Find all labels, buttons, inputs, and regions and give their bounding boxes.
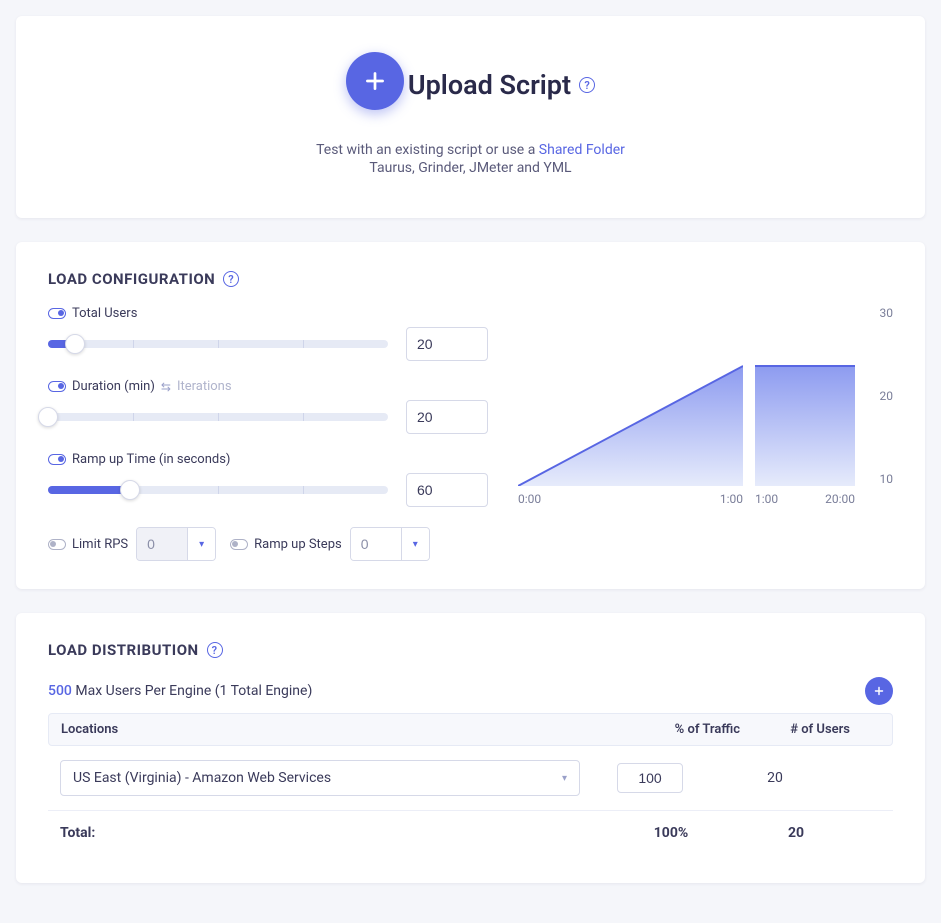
max-users-text: 500 Max Users Per Engine (1 Total Engine… [48, 683, 312, 699]
distribution-row: US East (Virginia) - Amazon Web Services… [48, 746, 893, 810]
chart-y-2: 10 [867, 472, 893, 486]
col-locations: Locations [61, 722, 600, 737]
rampup-label: Ramp up Time (in seconds) [72, 452, 230, 467]
duration-toggle[interactable] [48, 381, 66, 392]
chevron-down-icon[interactable]: ▾ [187, 528, 215, 560]
plus-icon [362, 68, 388, 94]
ramp-steps-toggle[interactable] [230, 539, 248, 550]
upload-subtitle: Test with an existing script or use a Sh… [48, 142, 893, 158]
duration-slider[interactable] [48, 413, 388, 421]
iterations-label[interactable]: Iterations [177, 379, 232, 394]
total-users-toggle[interactable] [48, 308, 66, 319]
help-icon[interactable]: ? [579, 77, 595, 93]
chart-x-0: 0:00 [518, 492, 541, 506]
add-location-button[interactable] [865, 677, 893, 705]
distribution-title: LOAD DISTRIBUTION [48, 641, 199, 659]
total-traffic: 100% [601, 825, 741, 841]
total-users-label: Total Users [72, 306, 137, 321]
rampup-input[interactable] [406, 473, 488, 507]
load-config-title: LOAD CONFIGURATION [48, 270, 215, 288]
upload-plus-button[interactable] [346, 52, 404, 110]
ramp-chart [518, 306, 743, 486]
total-users-input[interactable] [406, 327, 488, 361]
limits-row: Limit RPS ▾ Ramp up Steps ▾ [48, 527, 488, 561]
chart-x-2: 1:00 [755, 492, 778, 506]
upload-subtitle-text: Test with an existing script or use a [316, 142, 539, 158]
duration-label: Duration (min) [72, 379, 155, 394]
ramp-steps-label: Ramp up Steps [254, 537, 342, 552]
col-users: # of Users [740, 722, 880, 737]
ramp-steps-combo[interactable]: ▾ [350, 527, 430, 561]
rampup-toggle[interactable] [48, 454, 66, 465]
plus-icon [872, 684, 886, 698]
distribution-total-row: Total: 100% 20 [48, 810, 893, 855]
traffic-input[interactable] [617, 763, 683, 793]
max-users-num: 500 [48, 683, 72, 699]
help-icon[interactable]: ? [223, 271, 239, 287]
chart-y-1: 20 [867, 389, 893, 403]
chart-x-3: 20:00 [825, 492, 855, 506]
total-users-field: Total Users [48, 306, 488, 361]
upload-card: Upload Script ? Test with an existing sc… [16, 16, 925, 218]
load-config-title-row: LOAD CONFIGURATION ? [48, 270, 893, 288]
limit-rps-toggle[interactable] [48, 539, 66, 550]
total-users: 20 [741, 825, 881, 841]
duration-input[interactable] [406, 400, 488, 434]
upload-title: Upload Script [408, 69, 571, 101]
chevron-down-icon: ▾ [562, 773, 567, 784]
load-config-card: LOAD CONFIGURATION ? Total Users [16, 242, 925, 589]
row-users: 20 [720, 770, 860, 786]
load-chart: 0:00 1:00 [518, 306, 893, 561]
limit-rps-label: Limit RPS [72, 537, 128, 552]
shared-folder-link[interactable]: Shared Folder [539, 142, 625, 158]
chart-x-1: 1:00 [720, 492, 743, 506]
duration-field: Duration (min) ⇆ Iterations [48, 379, 488, 434]
max-users-label: Max Users Per Engine (1 Total Engine) [75, 683, 312, 699]
location-value: US East (Virginia) - Amazon Web Services [73, 770, 331, 786]
limit-rps-combo[interactable]: ▾ [136, 527, 216, 561]
chart-y-0: 30 [867, 306, 893, 320]
config-controls: Total Users [48, 306, 488, 561]
limit-rps-input [137, 528, 187, 560]
distribution-table-header: Locations % of Traffic # of Users [48, 713, 893, 746]
sustain-chart [755, 306, 855, 486]
total-users-slider[interactable] [48, 340, 388, 348]
location-select[interactable]: US East (Virginia) - Amazon Web Services… [60, 760, 580, 796]
swap-icon[interactable]: ⇆ [161, 380, 171, 394]
upload-types: Taurus, Grinder, JMeter and YML [48, 160, 893, 176]
upload-title-row: Upload Script ? [408, 69, 595, 101]
ramp-steps-input[interactable] [351, 528, 401, 560]
help-icon[interactable]: ? [207, 642, 223, 658]
rampup-field: Ramp up Time (in seconds) [48, 452, 488, 507]
col-traffic: % of Traffic [600, 722, 740, 737]
rampup-slider[interactable] [48, 486, 388, 494]
load-distribution-card: LOAD DISTRIBUTION ? 500 Max Users Per En… [16, 613, 925, 883]
distribution-title-row: LOAD DISTRIBUTION ? [48, 641, 893, 659]
total-label: Total: [60, 825, 601, 841]
chevron-down-icon[interactable]: ▾ [401, 528, 429, 560]
